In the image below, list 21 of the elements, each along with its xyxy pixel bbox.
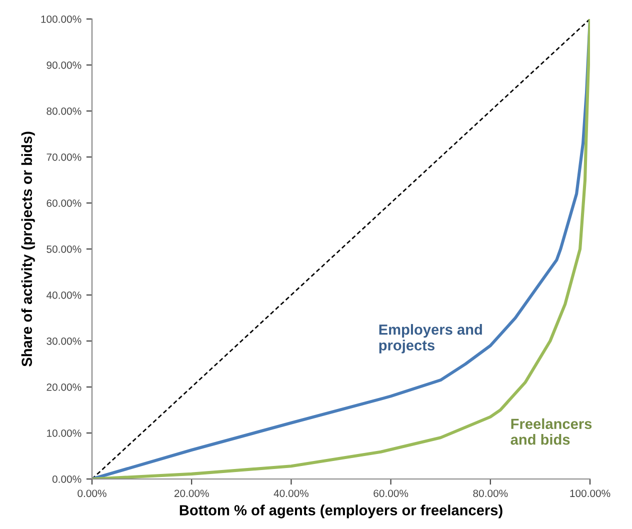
- y-tick-label: 40.00%: [46, 292, 82, 299]
- x-tick-label: 40.00%: [274, 490, 308, 498]
- x-tick-label: 60.00%: [374, 490, 408, 498]
- x-tick-label: 20.00%: [174, 490, 209, 498]
- y-tick-label: 0.00%: [52, 476, 82, 483]
- series-label: Employers and projects: [379, 324, 482, 354]
- y-tick-label: 100.00%: [41, 16, 82, 23]
- x-tick-label: 80.00%: [473, 490, 508, 498]
- y-tick-label: 30.00%: [46, 338, 82, 345]
- y-tick-label: 70.00%: [46, 154, 82, 161]
- x-tick-label: 0.00%: [78, 490, 106, 498]
- y-tick-label: 80.00%: [46, 108, 82, 115]
- y-axis-title: Share of activity (projects or bids): [21, 132, 35, 366]
- y-tick-label: 10.00%: [47, 430, 82, 437]
- series-label: Freelancers and bids: [510, 418, 592, 445]
- y-tick-label: 60.00%: [46, 200, 82, 207]
- y-tick-label: 20.00%: [46, 384, 82, 391]
- y-tick-label: 50.00%: [46, 246, 82, 253]
- x-axis-title: Bottom % of agents (employers or freelancers): [180, 504, 502, 518]
- x-tick-label: 100.00%: [570, 490, 610, 498]
- y-tick-label: 90.00%: [46, 62, 82, 69]
